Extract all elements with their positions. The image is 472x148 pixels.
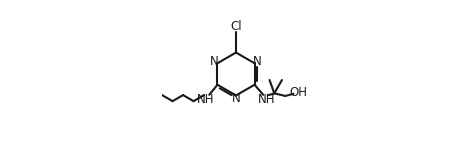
Text: N: N <box>232 92 240 105</box>
Text: N: N <box>253 55 262 68</box>
Text: NH: NH <box>197 93 215 106</box>
Text: Cl: Cl <box>230 20 242 33</box>
Text: NH: NH <box>258 93 275 106</box>
Text: OH: OH <box>289 86 307 99</box>
Text: N: N <box>210 55 219 68</box>
